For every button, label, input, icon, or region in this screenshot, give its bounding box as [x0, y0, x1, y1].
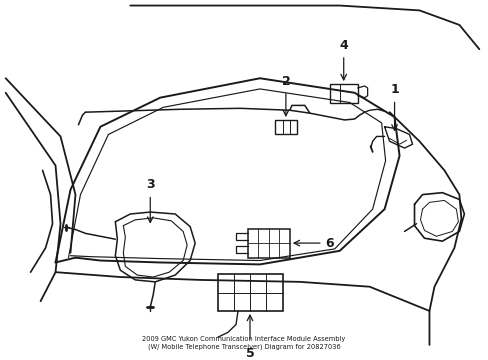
Bar: [274, 120, 296, 134]
Text: 1: 1: [389, 84, 398, 96]
Text: 5: 5: [245, 347, 254, 360]
Text: 3: 3: [145, 179, 154, 192]
Bar: [247, 229, 289, 258]
Text: 2: 2: [281, 75, 290, 88]
Bar: [329, 84, 357, 103]
Text: 6: 6: [325, 237, 333, 249]
Text: 2009 GMC Yukon Communication Interface Module Assembly
(W/ Mobile Telephone Tran: 2009 GMC Yukon Communication Interface M…: [142, 336, 345, 350]
Text: 4: 4: [339, 39, 347, 52]
Bar: [218, 274, 283, 311]
